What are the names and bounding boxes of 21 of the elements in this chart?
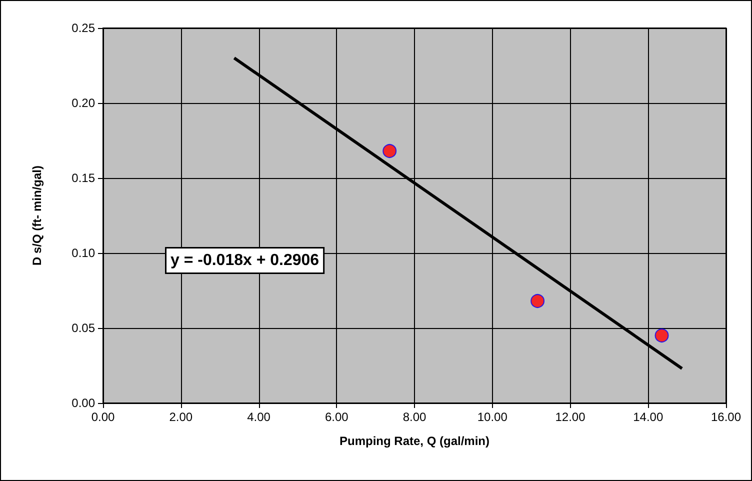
x-axis-title: Pumping Rate, Q (gal/min) [339,434,490,448]
point [382,144,397,158]
x-tick-label: 8.00 [402,410,426,424]
y-axis-title: D s/Q (ft- min/gal) [30,166,44,266]
point [654,328,669,342]
x-tick-label: 2.00 [169,410,193,424]
y-tick-label: 0.00 [72,396,96,410]
y-tick-label: 0.05 [72,321,96,335]
point [530,294,545,308]
x-tick-label: 0.00 [91,410,115,424]
x-tick-label: 16.00 [710,410,742,424]
x-tick-label: 14.00 [633,410,664,424]
y-tick-label: 0.15 [72,171,96,185]
x-tick-label: 4.00 [247,410,271,424]
y-tick-label: 0.10 [72,246,96,260]
y-tick-label: 0.20 [72,96,96,110]
x-tick-label: 10.00 [477,410,508,424]
annotation: y = -0.018x + 0.2906 [170,252,320,269]
x-tick-label: 12.00 [555,410,586,424]
y-tick-label: 0.25 [72,21,96,35]
x-tick-label: 6.00 [324,410,349,424]
